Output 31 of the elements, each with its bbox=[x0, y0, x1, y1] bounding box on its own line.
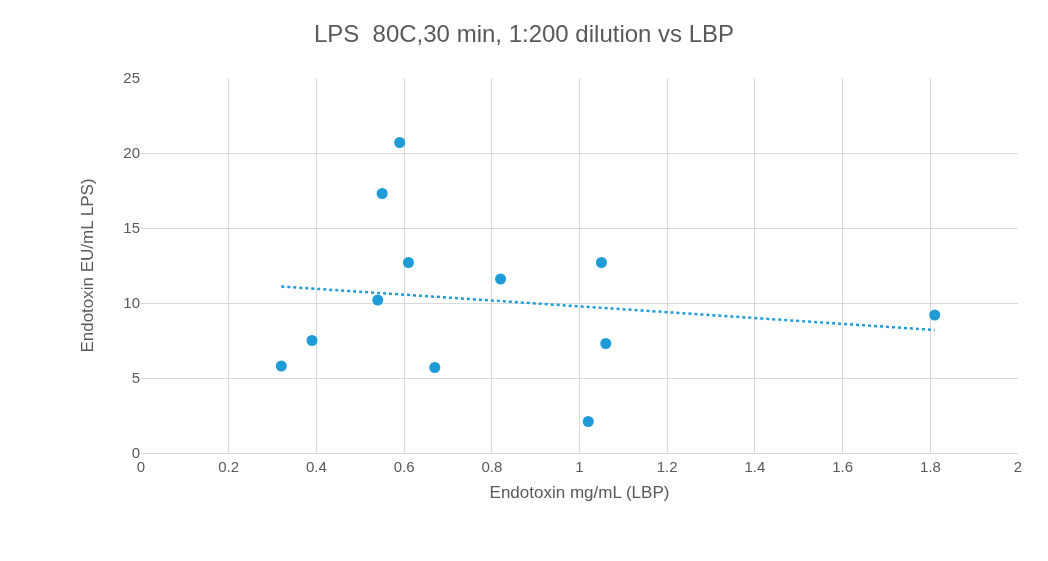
y-tick-label: 10 bbox=[123, 294, 140, 312]
y-axis-title: Endotoxin EU/mL LPS) bbox=[77, 178, 97, 353]
point bbox=[394, 137, 406, 148]
point bbox=[429, 362, 441, 373]
x-tick-label: 1.8 bbox=[919, 458, 941, 475]
y-tick-label: 5 bbox=[131, 369, 140, 387]
point bbox=[595, 257, 607, 268]
x-tick-label: 0.8 bbox=[481, 458, 503, 475]
x-axis-title: Endotoxin mg/mL (LBP) bbox=[489, 483, 670, 503]
y-tick-label: 20 bbox=[123, 144, 140, 162]
x-tick-label: 0.6 bbox=[393, 458, 415, 475]
x-tick-label: 1.6 bbox=[832, 458, 854, 475]
point bbox=[306, 335, 318, 346]
point bbox=[372, 294, 384, 306]
x-tick-label: 1.2 bbox=[656, 458, 678, 475]
point bbox=[495, 273, 507, 285]
point bbox=[582, 416, 594, 427]
point bbox=[376, 188, 388, 199]
x-tick-label: 0.2 bbox=[218, 458, 240, 475]
point bbox=[929, 309, 941, 321]
y-tick-label: 0 bbox=[131, 444, 140, 462]
x-tick-label: 2 bbox=[1013, 458, 1023, 475]
x-tick-label: 0.4 bbox=[305, 458, 327, 475]
chart-title: LPS 80C,30 min, 1:200 dilution vs LBP bbox=[313, 20, 735, 48]
x-tick-label: 1 bbox=[575, 458, 584, 475]
y-tick-label: 15 bbox=[123, 219, 140, 237]
x-tick-label: 1.4 bbox=[744, 458, 766, 475]
point bbox=[275, 360, 287, 372]
point bbox=[600, 338, 612, 349]
y-tick-label: 25 bbox=[123, 69, 140, 87]
point bbox=[402, 257, 414, 268]
